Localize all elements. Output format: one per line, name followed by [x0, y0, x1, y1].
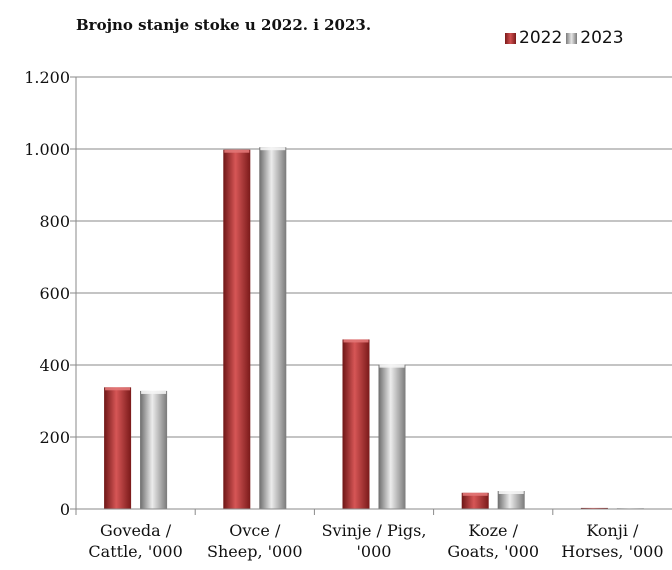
bar-top-2022-3 [462, 492, 488, 496]
x-tick-label: Sheep, '000 [207, 542, 303, 561]
bar-2022-2 [342, 339, 370, 509]
y-tick-label: 200 [39, 428, 70, 447]
bar-top-2023-0 [141, 390, 167, 394]
x-tick-label: Koze / [468, 521, 518, 540]
x-tick-label: Ovce / [229, 521, 281, 540]
bar-top-2023-3 [498, 491, 524, 494]
bar-top-2022-1 [224, 149, 250, 153]
legend-label-2022: 2022 [519, 28, 563, 48]
bar-2022-0 [104, 387, 132, 509]
x-tick-label: Goveda / [100, 521, 172, 540]
y-tick-label: 1.000 [24, 140, 70, 159]
legend-item-2023: 2023 [566, 28, 624, 48]
bar-top-2023-1 [260, 147, 286, 151]
x-tick-label: '000 [357, 542, 392, 561]
x-tick-label: Konji / [586, 521, 639, 540]
y-tick-label: 1.200 [24, 68, 70, 87]
chart-title: Brojno stanje stoke u 2022. i 2023. [76, 16, 372, 34]
y-tick-label: 0 [60, 500, 70, 519]
legend-swatch-2022 [505, 32, 516, 44]
x-tick-label: Goats, '000 [447, 542, 539, 561]
legend: 2022 2023 [505, 26, 624, 50]
y-tick-label: 800 [39, 212, 70, 231]
x-tick-label: Horses, '000 [561, 542, 663, 561]
bar-2023-2 [378, 364, 406, 509]
bar-2023-3 [497, 491, 525, 509]
legend-swatch-2023 [566, 32, 578, 44]
y-tick-label: 400 [39, 356, 70, 375]
x-tick-label: Svinje / Pigs, [322, 521, 427, 540]
bar-top-2023-2 [379, 364, 405, 368]
legend-item-2022: 2022 [505, 28, 562, 48]
bar-2022-3 [461, 492, 489, 509]
bar-2023-1 [259, 147, 287, 509]
x-tick-label: Cattle, '000 [88, 542, 182, 561]
bar-top-2022-2 [343, 339, 369, 343]
bar-2022-4 [580, 507, 608, 509]
bar-2022-1 [223, 149, 251, 509]
y-tick-label: 600 [39, 284, 70, 303]
bar-top-2022-0 [105, 387, 131, 391]
legend-label-2023: 2023 [580, 28, 624, 48]
bar-2023-0 [140, 390, 168, 509]
